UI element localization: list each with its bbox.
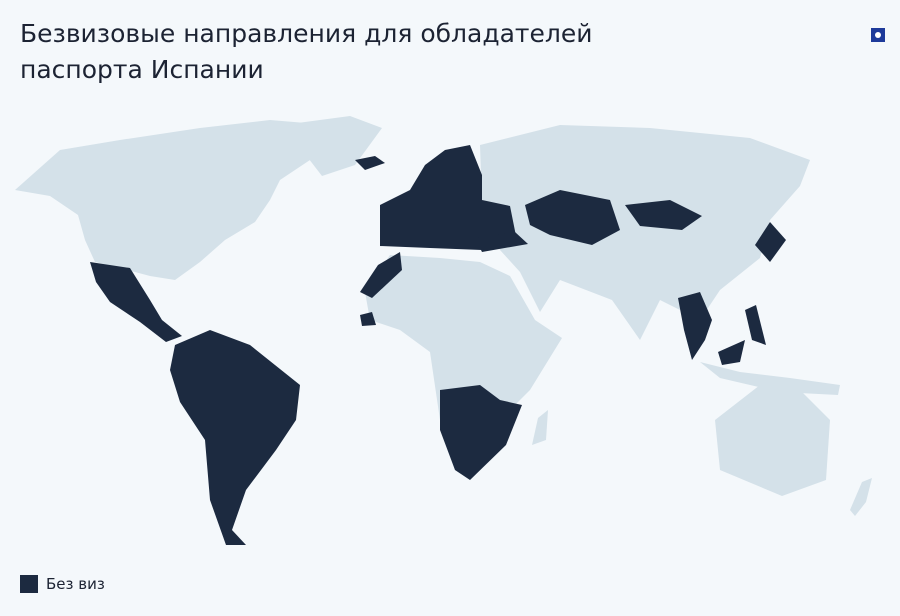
map-title: Безвизовые направления для обладателей п… — [20, 19, 593, 84]
brand-logo-icon — [871, 28, 885, 42]
europe[interactable] — [380, 145, 516, 250]
south-america[interactable] — [170, 330, 300, 545]
asia[interactable] — [480, 125, 810, 340]
iceland[interactable] — [355, 156, 385, 170]
africa[interactable] — [365, 255, 562, 480]
philippines[interactable] — [745, 305, 766, 345]
north-america[interactable] — [15, 120, 330, 280]
malaysia[interactable] — [718, 340, 745, 365]
indonesia[interactable] — [700, 362, 840, 395]
legend-swatch-visa-free — [20, 575, 38, 593]
mexico-central-america[interactable] — [90, 262, 182, 342]
australia[interactable] — [715, 385, 830, 496]
kazakhstan[interactable] — [525, 190, 620, 245]
morocco[interactable] — [360, 252, 402, 298]
mongolia[interactable] — [625, 200, 702, 230]
greenland[interactable] — [290, 116, 382, 176]
legend: Без виз — [20, 575, 105, 593]
west-africa[interactable] — [360, 312, 376, 326]
madagascar[interactable] — [532, 410, 548, 445]
legend-label-visa-free: Без виз — [46, 575, 105, 593]
japan-korea[interactable] — [755, 222, 786, 262]
new-zealand[interactable] — [850, 478, 872, 516]
turkey[interactable] — [475, 232, 528, 252]
southeast-asia[interactable] — [678, 292, 712, 360]
southern-africa[interactable] — [440, 385, 522, 480]
